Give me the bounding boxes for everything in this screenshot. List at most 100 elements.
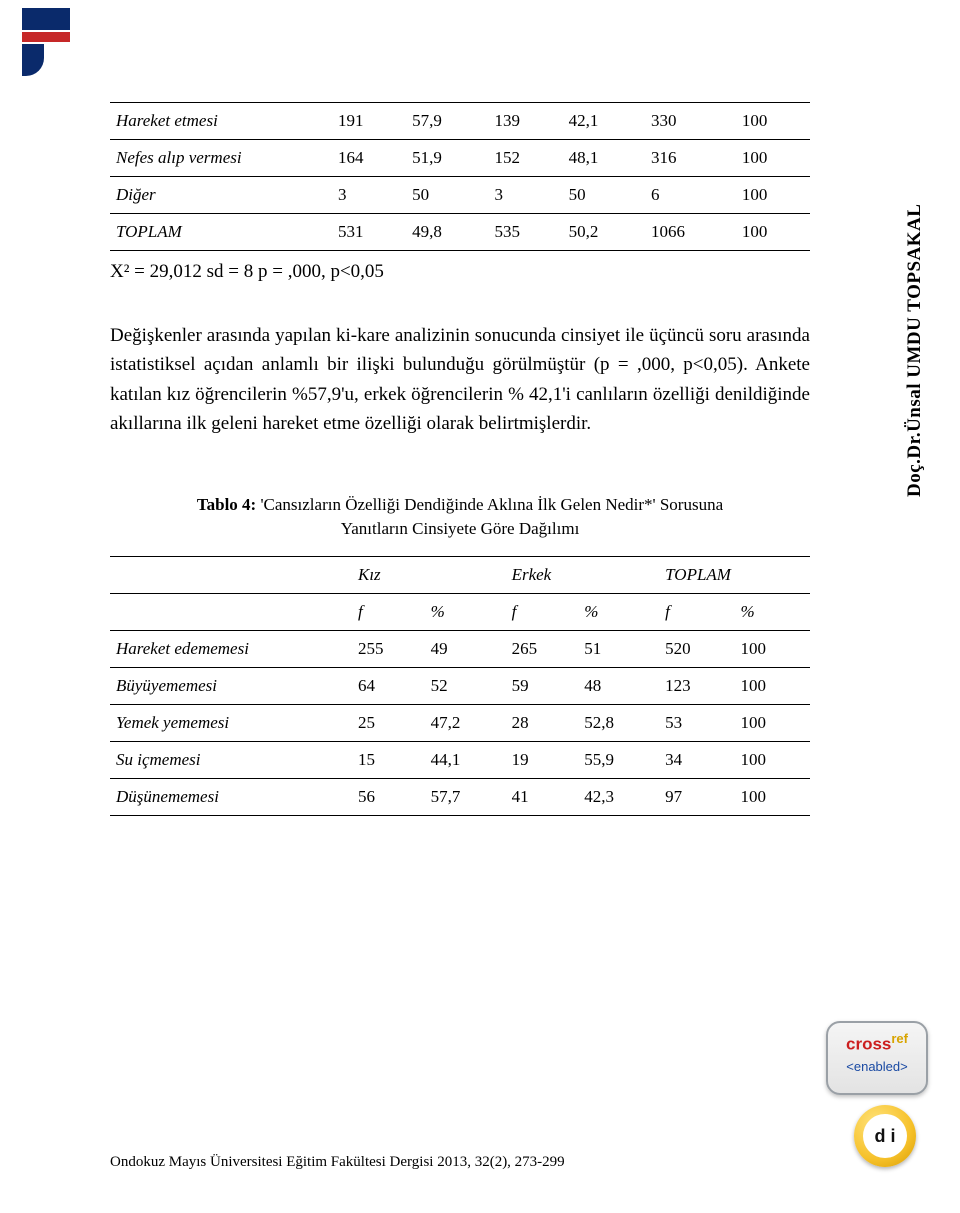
logo-shape [22, 8, 70, 30]
cell: 50 [406, 177, 488, 214]
cell: 3 [489, 177, 563, 214]
cell: 49,8 [406, 214, 488, 251]
col-header: f [352, 594, 425, 631]
cell: 15 [352, 742, 425, 779]
cell: 191 [332, 103, 406, 140]
cell: 49 [425, 631, 506, 668]
body-paragraph: Değişkenler arasında yapılan ki-kare ana… [110, 321, 810, 439]
table-4-caption: Tablo 4: 'Cansızların Özelliği Dendiğind… [110, 493, 810, 542]
cell: 100 [735, 742, 810, 779]
cell: 44,1 [425, 742, 506, 779]
table-row: Büyüyememesi 64 52 59 48 123 100 [110, 668, 810, 705]
doi-text: d i [863, 1114, 907, 1158]
cell: 47,2 [425, 705, 506, 742]
cell: 25 [352, 705, 425, 742]
logo-shape [22, 44, 44, 76]
cell: 3 [332, 177, 406, 214]
cell: 52,8 [578, 705, 659, 742]
cell: 100 [735, 705, 810, 742]
crossref-enabled-text: <enabled> [828, 1059, 926, 1074]
row-label: Büyüyememesi [110, 668, 352, 705]
cell: 48,1 [563, 140, 645, 177]
table-row: Hareket etmesi 191 57,9 139 42,1 330 100 [110, 103, 810, 140]
cell: 59 [506, 668, 579, 705]
cell: 265 [506, 631, 579, 668]
caption-text: 'Cansızların Özelliği Dendiğinde Aklına … [260, 495, 723, 514]
cell: 100 [736, 177, 810, 214]
table-row: Düşünememesi 56 57,7 41 42,3 97 100 [110, 779, 810, 816]
cell: 330 [645, 103, 736, 140]
cell: 100 [735, 631, 810, 668]
table-3-continuation: Hareket etmesi 191 57,9 139 42,1 330 100… [110, 102, 810, 251]
cell: 164 [332, 140, 406, 177]
cell: 53 [659, 705, 734, 742]
cell: 100 [735, 668, 810, 705]
cell: 100 [736, 140, 810, 177]
cell: 50 [563, 177, 645, 214]
crossref-word: ref [891, 1031, 908, 1046]
author-vertical-text: Doç.Dr.Ünsal UMDU TOPSAKAL [904, 180, 930, 520]
cell: 51 [578, 631, 659, 668]
cell: 139 [489, 103, 563, 140]
logo-shape [22, 32, 70, 42]
cell: 535 [489, 214, 563, 251]
footer-citation: Ondokuz Mayıs Üniversitesi Eğitim Fakült… [110, 1154, 565, 1171]
cell: 55,9 [578, 742, 659, 779]
cell: 50,2 [563, 214, 645, 251]
col-group: Kız [352, 557, 506, 594]
crossref-word: cross [846, 1035, 891, 1054]
chi-square-line: X² = 29,012 sd = 8 p = ,000, p<0,05 [110, 261, 810, 283]
row-label: Su içmemesi [110, 742, 352, 779]
cell: 152 [489, 140, 563, 177]
col-group: TOPLAM [659, 557, 810, 594]
table-4: Kız Erkek TOPLAM f % f % f % Hareket ede… [110, 556, 810, 816]
cell: 28 [506, 705, 579, 742]
table-row-total: TOPLAM 531 49,8 535 50,2 1066 100 [110, 214, 810, 251]
cell: 6 [645, 177, 736, 214]
cell: 52 [425, 668, 506, 705]
table-row: Diğer 3 50 3 50 6 100 [110, 177, 810, 214]
cell: 64 [352, 668, 425, 705]
caption-text: Yanıtların Cinsiyete Göre Dağılımı [341, 519, 580, 538]
col-header: f [659, 594, 734, 631]
cell: 97 [659, 779, 734, 816]
cell: 316 [645, 140, 736, 177]
cell: 51,9 [406, 140, 488, 177]
cell: 255 [352, 631, 425, 668]
cell: 100 [735, 779, 810, 816]
journal-logo [22, 8, 70, 66]
cell: 1066 [645, 214, 736, 251]
cell: 57,7 [425, 779, 506, 816]
col-group: Erkek [506, 557, 660, 594]
cell: 56 [352, 779, 425, 816]
cell: 48 [578, 668, 659, 705]
col-header: % [578, 594, 659, 631]
table-row: Nefes alıp vermesi 164 51,9 152 48,1 316… [110, 140, 810, 177]
row-label: Diğer [110, 177, 332, 214]
cell: 42,3 [578, 779, 659, 816]
crossref-badge: crossref <enabled> [826, 1021, 928, 1095]
col-header: % [735, 594, 810, 631]
cell: 531 [332, 214, 406, 251]
row-label: Yemek yememesi [110, 705, 352, 742]
row-label: Hareket etmesi [110, 103, 332, 140]
page-content: Hareket etmesi 191 57,9 139 42,1 330 100… [110, 102, 810, 816]
cell: 19 [506, 742, 579, 779]
table-row: Hareket edememesi 255 49 265 51 520 100 [110, 631, 810, 668]
table-row: Su içmemesi 15 44,1 19 55,9 34 100 [110, 742, 810, 779]
crossref-logo-text: crossref [828, 1031, 926, 1055]
caption-label: Tablo 4: [197, 495, 261, 514]
table-subheader-row: f % f % f % [110, 594, 810, 631]
cell: 41 [506, 779, 579, 816]
row-label: Nefes alıp vermesi [110, 140, 332, 177]
row-label: Düşünememesi [110, 779, 352, 816]
col-header: % [425, 594, 506, 631]
table-row: Yemek yememesi 25 47,2 28 52,8 53 100 [110, 705, 810, 742]
cell: 34 [659, 742, 734, 779]
cell: 42,1 [563, 103, 645, 140]
doi-badge: d i [854, 1105, 916, 1167]
cell: 100 [736, 103, 810, 140]
row-label: TOPLAM [110, 214, 332, 251]
cell: 123 [659, 668, 734, 705]
cell: 57,9 [406, 103, 488, 140]
